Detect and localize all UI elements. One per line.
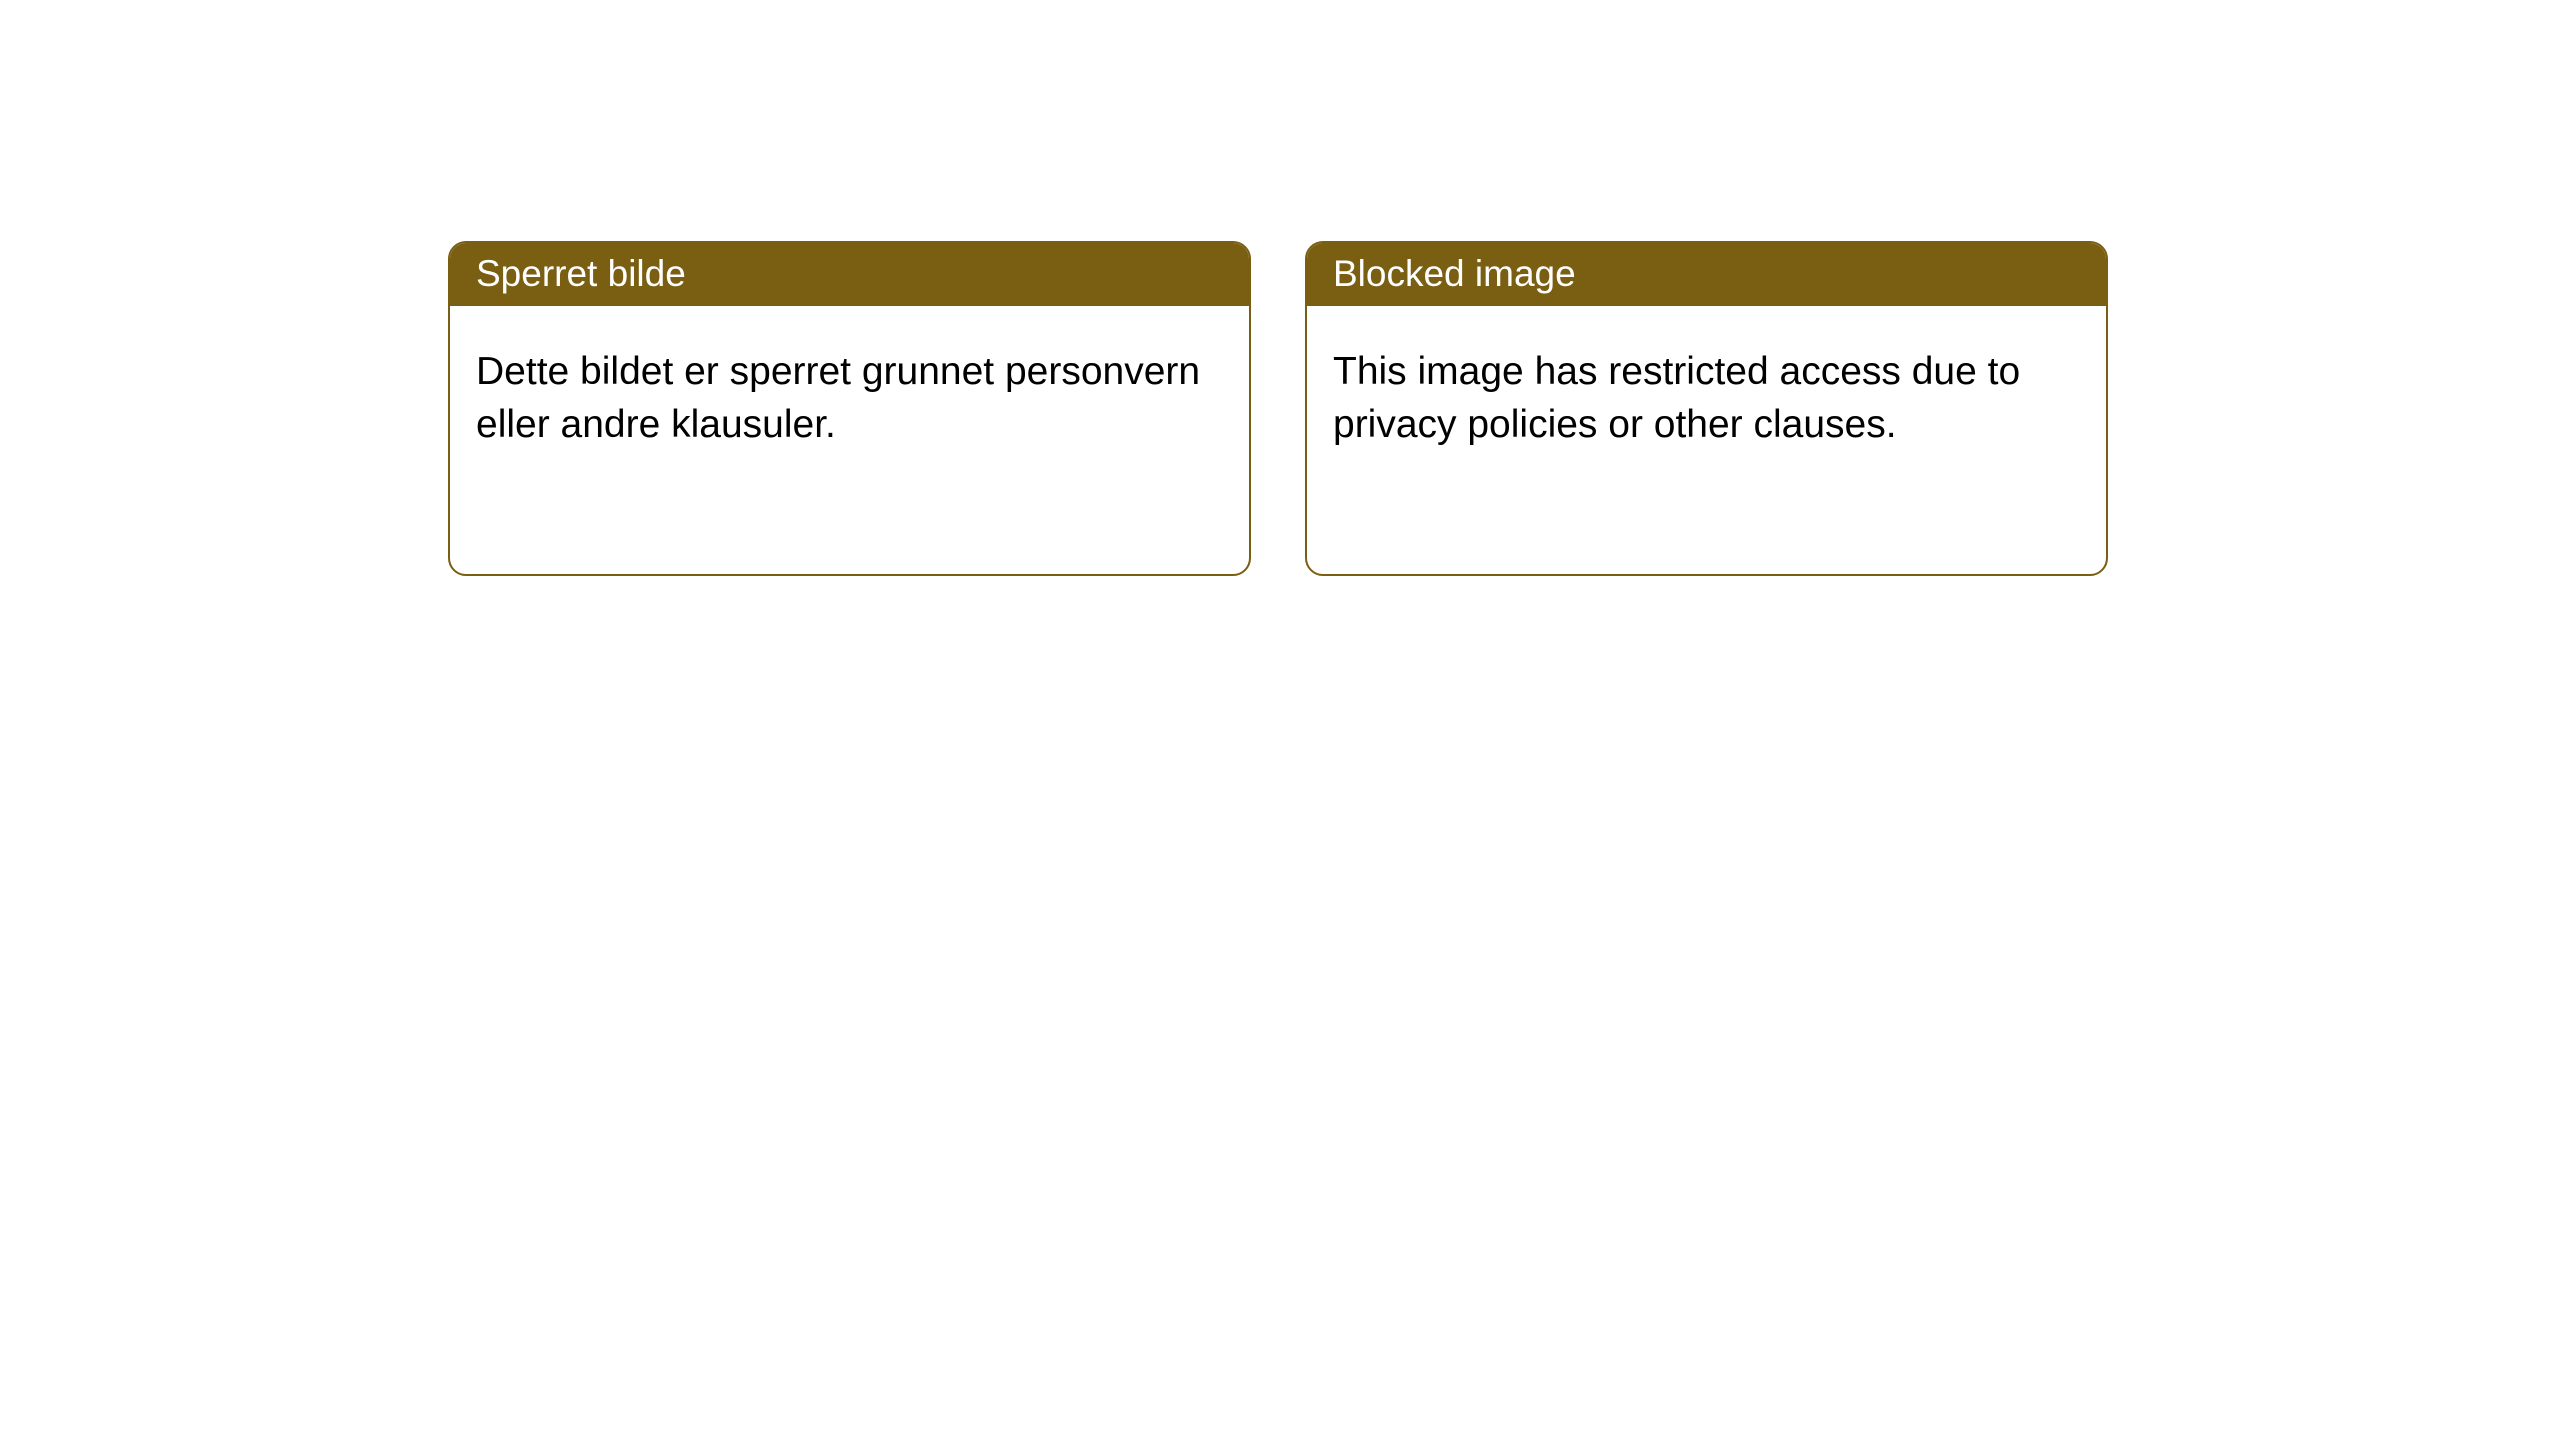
- notice-card-english: Blocked image This image has restricted …: [1305, 241, 2108, 576]
- notice-container: Sperret bilde Dette bildet er sperret gr…: [448, 241, 2108, 576]
- notice-card-norwegian: Sperret bilde Dette bildet er sperret gr…: [448, 241, 1251, 576]
- notice-header: Blocked image: [1307, 243, 2106, 306]
- notice-body: Dette bildet er sperret grunnet personve…: [450, 306, 1249, 477]
- notice-header: Sperret bilde: [450, 243, 1249, 306]
- notice-body: This image has restricted access due to …: [1307, 306, 2106, 477]
